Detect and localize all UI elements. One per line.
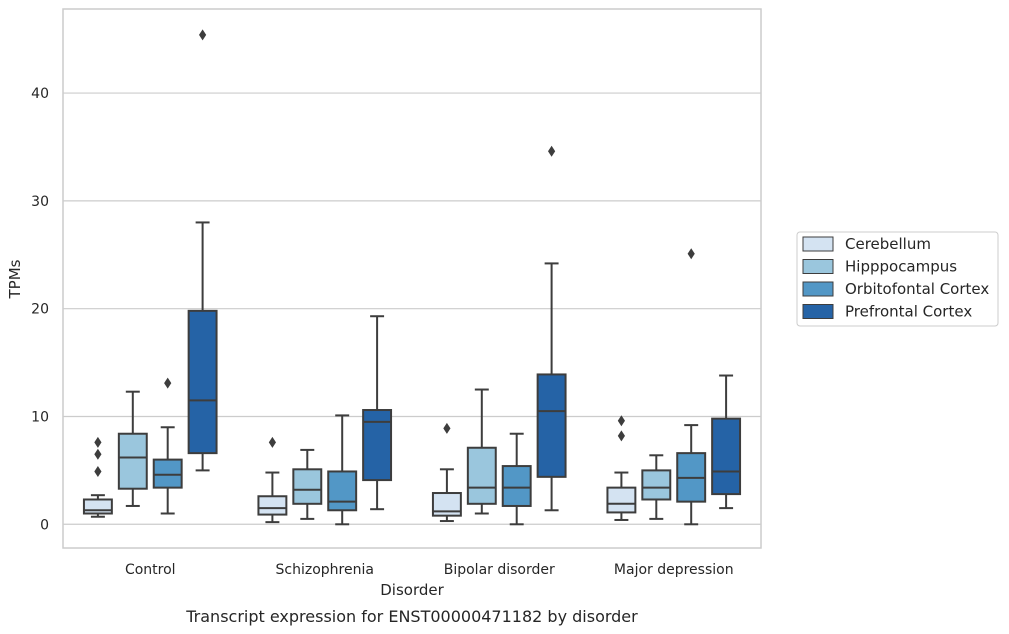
box-iqr	[327, 470, 358, 512]
box-group	[501, 432, 532, 526]
box-group	[117, 390, 148, 507]
box-iqr	[152, 458, 183, 489]
outlier-point	[94, 465, 102, 477]
y-axis-ticks: 0 10 20 30 40	[31, 86, 49, 533]
x-axis-ticks: Control Schizophrenia Bipolar disorder Majo…	[125, 562, 734, 578]
box-iqr	[362, 409, 393, 482]
box-group	[257, 436, 288, 524]
y-tick-label: 10	[31, 409, 49, 425]
box-group	[641, 454, 672, 520]
legend-label: Hipppocampus	[845, 258, 957, 276]
box-group	[606, 415, 637, 521]
legend-swatch	[802, 259, 834, 274]
box-iqr	[82, 498, 113, 515]
outlier-point	[443, 422, 451, 434]
outlier-point	[94, 448, 102, 460]
y-tick-label: 20	[31, 302, 49, 318]
legend-swatch	[802, 236, 834, 252]
box-group	[187, 29, 218, 472]
box-iqr	[117, 432, 148, 490]
legend-label: Prefrontal Cortex	[845, 303, 972, 321]
box-iqr	[606, 486, 637, 514]
box-iqr	[187, 309, 218, 455]
box-iqr	[536, 373, 567, 478]
legend-swatch	[802, 304, 834, 319]
box-iqr	[466, 446, 497, 505]
outlier-point	[268, 436, 276, 448]
outlier-point	[617, 430, 625, 442]
outlier-point	[164, 377, 172, 389]
y-axis-label: TPMs	[6, 259, 24, 299]
box-iqr	[292, 468, 323, 505]
box-group	[431, 422, 462, 523]
box-iqr	[257, 495, 288, 516]
legend-swatch	[802, 281, 834, 297]
outlier-point	[199, 29, 207, 41]
outlier-point	[687, 248, 695, 260]
box-group	[676, 248, 707, 526]
x-tick-label: Schizophrenia	[276, 562, 374, 578]
box-group	[152, 377, 183, 515]
x-axis-label: Disorder	[380, 581, 444, 599]
legend: Cerebellum Hipppocampus Orbitofontal Corte…	[796, 231, 999, 327]
box-group	[466, 388, 497, 515]
y-tick-label: 0	[40, 517, 49, 533]
box-group	[292, 448, 323, 520]
box-group	[327, 414, 358, 526]
box-group	[82, 436, 113, 518]
outlier-point	[617, 415, 625, 427]
box-iqr	[501, 465, 532, 507]
box-group	[536, 145, 567, 512]
legend-frame	[796, 231, 999, 327]
y-tick-label: 30	[31, 194, 49, 210]
x-tick-label: Control	[125, 562, 176, 578]
box-group	[711, 374, 742, 510]
legend-label: Orbitofontal Cortex	[845, 280, 989, 298]
box-iqr	[711, 417, 742, 496]
x-tick-label: Major depression	[614, 562, 734, 578]
legend-label: Cerebellum	[845, 235, 931, 253]
box-iqr	[641, 469, 672, 501]
chart-caption: Transcript expression for ENST0000047118…	[185, 607, 638, 626]
box-group	[362, 315, 393, 511]
y-tick-label: 40	[31, 86, 49, 102]
box-layer	[82, 29, 742, 526]
outlier-point	[548, 145, 556, 157]
plot-frame	[62, 8, 762, 549]
box-iqr	[431, 492, 462, 517]
x-tick-label: Bipolar disorder	[444, 562, 555, 578]
grid-layer	[63, 92, 761, 525]
outlier-point	[94, 436, 102, 448]
